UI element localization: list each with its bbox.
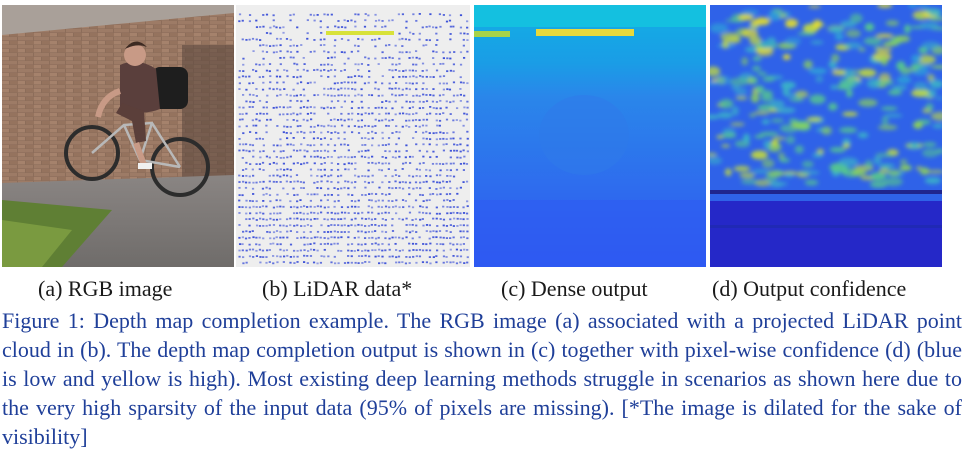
figure-caption: Figure 1: Depth map completion example. … — [2, 306, 962, 451]
depth-near-band-left — [474, 31, 510, 37]
label-rgb-image: (a) RGB image — [38, 276, 173, 301]
caption-text: Depth map completion example. The RGB im… — [2, 308, 963, 449]
confidence-panel — [710, 5, 942, 267]
label-output-confidence: (d) Output confidence — [712, 276, 907, 301]
lidar-point-cloud — [236, 5, 470, 267]
label-dense-output: (c) Dense output — [501, 276, 648, 301]
lidar-data-panel — [236, 5, 470, 267]
depth-near-band — [536, 29, 634, 36]
dense-depth-map — [474, 5, 706, 267]
rgb-image-panel — [2, 5, 234, 267]
dense-output-panel — [474, 5, 706, 267]
lidar-far-points — [326, 31, 394, 35]
confidence-map — [710, 5, 942, 267]
rgb-image-cyclist — [2, 5, 234, 267]
caption-prefix: Figure 1: — [2, 308, 85, 333]
label-lidar-data: (b) LiDAR data* — [262, 276, 413, 301]
